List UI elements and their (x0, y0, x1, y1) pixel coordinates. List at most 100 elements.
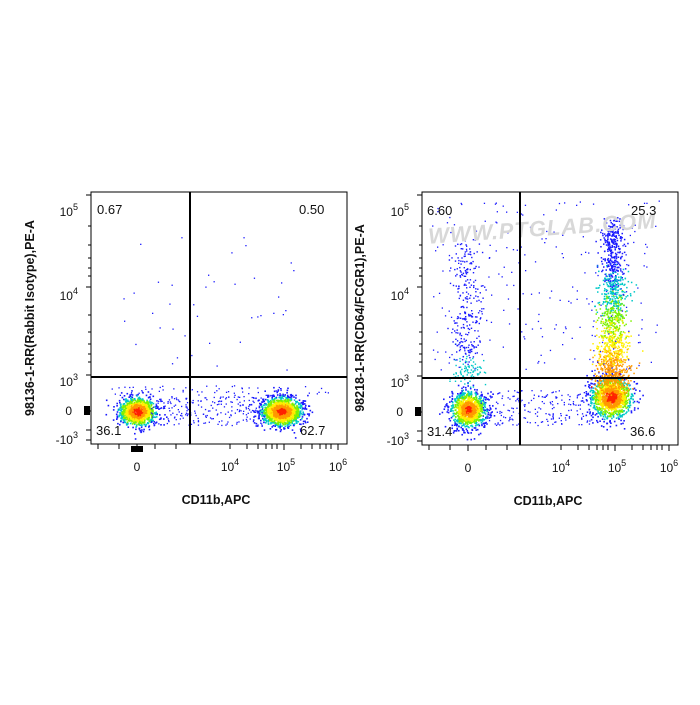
event-dot (587, 381, 589, 383)
event-dot (457, 393, 459, 395)
event-dot (445, 404, 447, 406)
event-dot (270, 428, 272, 430)
event-dot (172, 363, 173, 364)
event-dot (295, 437, 297, 439)
event-dot (449, 401, 451, 403)
event-dot (287, 395, 289, 397)
event-dot (294, 432, 296, 434)
event-dot (476, 415, 478, 417)
event-dot (160, 399, 161, 400)
event-dot (293, 270, 294, 271)
event-dot (167, 423, 168, 424)
event-dot (223, 396, 224, 397)
event-dot (252, 410, 253, 411)
event-dot (302, 416, 304, 418)
event-dot (136, 424, 138, 426)
y-axis-ticks-1 (86, 195, 91, 440)
event-dot (286, 420, 288, 422)
event-dot (477, 401, 479, 403)
event-dot (303, 408, 305, 410)
quadrant-lower-right-value: 62.7 (300, 423, 325, 438)
event-dot (250, 418, 251, 419)
event-dot (471, 416, 473, 418)
event-dot (198, 418, 199, 419)
event-dot (274, 425, 276, 427)
event-dot (485, 417, 487, 419)
event-dot (246, 407, 247, 408)
event-dot (156, 400, 158, 402)
event-dot (631, 412, 633, 414)
event-dot (471, 413, 473, 415)
event-dot (305, 405, 307, 407)
event-dot (630, 398, 632, 400)
event-dot (123, 419, 125, 421)
event-dot (268, 402, 270, 404)
event-dot (275, 424, 277, 426)
event-dot (275, 414, 277, 416)
event-dot (174, 424, 175, 425)
event-dot (131, 407, 133, 409)
event-dot (205, 422, 206, 423)
event-dot (494, 415, 496, 417)
event-dot (143, 424, 145, 426)
event-dot (306, 418, 308, 420)
event-dot (126, 415, 128, 417)
event-dot (477, 429, 479, 431)
event-dot (136, 415, 138, 417)
event-dot (120, 403, 122, 405)
event-dot (150, 402, 152, 404)
event-dot (272, 410, 274, 412)
event-dot (132, 397, 134, 399)
event-dot (295, 416, 297, 418)
event-dot (464, 396, 466, 398)
event-dot (228, 397, 229, 398)
event-dot (162, 386, 163, 387)
y-tick-label-neg1e3-1: -103 (56, 430, 78, 447)
event-dot (180, 418, 181, 419)
event-dot (592, 392, 594, 394)
event-dot (151, 388, 152, 389)
event-dot (628, 399, 630, 401)
event-dot (149, 429, 151, 431)
event-dot (212, 401, 213, 402)
event-dot (267, 410, 269, 412)
event-dot (258, 418, 260, 420)
event-dot (597, 410, 599, 412)
event-dot (280, 390, 281, 391)
event-dot (265, 422, 267, 424)
event-dot (293, 396, 295, 398)
event-dot (142, 420, 144, 422)
event-dot (123, 413, 125, 415)
event-dot (469, 393, 471, 395)
event-dot (286, 402, 288, 404)
event-dot (624, 405, 626, 407)
event-dot (258, 392, 259, 393)
event-dot (124, 415, 126, 417)
event-dot (232, 386, 233, 387)
event-dot (257, 387, 258, 388)
event-dot (140, 408, 142, 410)
y-axis-label-1: 98136-1-RR(Rabbit Isotype),PE-A (23, 220, 37, 416)
event-dot (462, 421, 464, 423)
event-dot (160, 424, 162, 426)
event-dot (261, 423, 262, 424)
event-dot (458, 430, 460, 432)
event-dot (629, 400, 631, 402)
event-dot (453, 432, 455, 434)
event-dot (299, 399, 301, 401)
event-dot (130, 423, 132, 425)
event-dot (144, 406, 146, 408)
event-dot (209, 343, 210, 344)
event-dot (148, 406, 150, 408)
event-dot (145, 416, 147, 418)
event-dot (119, 400, 121, 402)
event-dot (185, 414, 186, 415)
event-dot (116, 405, 118, 407)
event-dot (631, 410, 633, 412)
event-dot (187, 413, 188, 414)
event-dot (475, 396, 477, 398)
event-dot (139, 398, 141, 400)
event-dot (277, 408, 279, 410)
event-dot (242, 404, 244, 406)
event-dot (144, 401, 146, 403)
